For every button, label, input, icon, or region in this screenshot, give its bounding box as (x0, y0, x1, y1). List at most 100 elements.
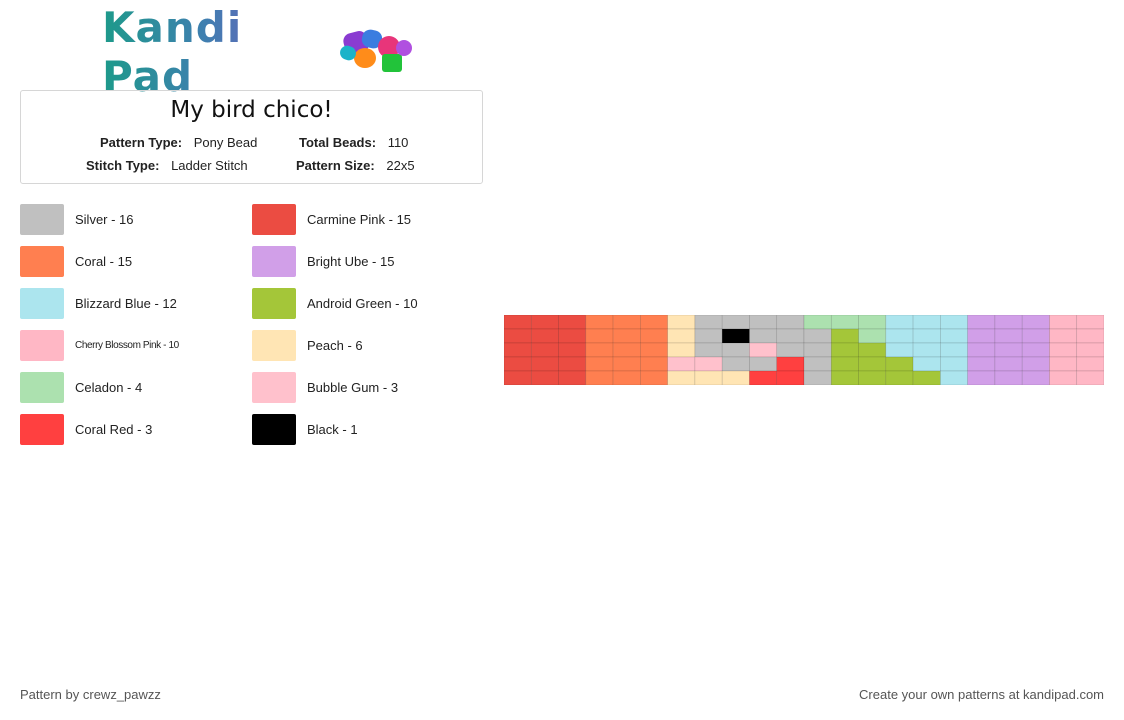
bead (1021, 342, 1050, 358)
bead (612, 328, 641, 344)
bead (558, 356, 587, 372)
bead (858, 328, 887, 344)
bead (803, 328, 832, 344)
bead (612, 342, 641, 358)
pattern-size-row: Pattern Size: 22x5 (296, 158, 415, 173)
legend-label: Cherry Blossom Pink - 10 (75, 339, 179, 351)
logo-wordmark: Kandi Pad (102, 3, 330, 101)
stitch-type-label: Stitch Type: (86, 158, 160, 173)
legend-label: Celadon - 4 (75, 379, 143, 395)
bead (858, 315, 887, 330)
pattern-author: Pattern by crewz_pawzz (20, 687, 161, 702)
bead (994, 370, 1023, 385)
bead (504, 356, 532, 372)
bead (830, 370, 859, 385)
bead (640, 342, 668, 358)
legend-item: Coral Red - 3 (20, 413, 152, 445)
color-swatch (252, 413, 296, 445)
bead (967, 356, 996, 372)
bead (940, 328, 968, 344)
color-swatch (252, 245, 296, 277)
pattern-info-card: My bird chico! Pattern Type: Pony Bead S… (20, 90, 483, 184)
legend-item: Cherry Blossom Pink - 10 (20, 329, 179, 361)
bead (1076, 315, 1104, 330)
color-swatch (252, 371, 296, 403)
bead (558, 328, 587, 344)
bead (830, 356, 859, 372)
bead (940, 356, 968, 372)
pattern-type-label: Pattern Type: (100, 135, 183, 150)
color-swatch (20, 245, 64, 277)
bead (585, 356, 614, 372)
bead (912, 370, 941, 385)
bead (504, 370, 532, 385)
bead (530, 356, 559, 372)
legend-item: Blizzard Blue - 12 (20, 287, 177, 319)
legend-item: Bright Ube - 15 (252, 245, 394, 277)
bead (749, 370, 778, 385)
bead (721, 342, 750, 358)
bead (1049, 315, 1078, 330)
legend-label: Coral - 15 (75, 253, 133, 269)
bead (749, 342, 778, 358)
bead (994, 342, 1023, 358)
bead (858, 370, 887, 385)
color-swatch (252, 329, 296, 361)
bead (558, 315, 587, 330)
bead (694, 315, 723, 330)
bead (667, 342, 696, 358)
pattern-type-value: Pony Bead (193, 135, 258, 150)
legend-label: Bright Ube - 15 (307, 253, 395, 269)
bead (612, 315, 641, 330)
bead (504, 315, 532, 330)
bead (803, 370, 832, 385)
bead (721, 356, 750, 372)
bead (749, 315, 778, 330)
bead (612, 356, 641, 372)
bead (994, 315, 1023, 330)
bead (776, 370, 805, 385)
kandipad-promo-link[interactable]: Create your own patterns at kandipad.com (859, 687, 1104, 702)
bead (776, 356, 805, 372)
bead (1021, 356, 1050, 372)
legend-item: Bubble Gum - 3 (252, 371, 398, 403)
bead (803, 315, 832, 330)
bead (830, 328, 859, 344)
pattern-size-label: Pattern Size: (296, 158, 375, 173)
bead (721, 328, 750, 344)
bead (967, 370, 996, 385)
kandi-pad-logo: Kandi Pad (102, 3, 413, 101)
color-swatch (20, 203, 64, 235)
bead (830, 342, 859, 358)
bead (667, 328, 696, 344)
bead (912, 342, 941, 358)
bead (803, 356, 832, 372)
bead (640, 356, 668, 372)
bead (504, 328, 532, 344)
bead (940, 370, 968, 385)
bead (694, 342, 723, 358)
color-swatch (20, 413, 64, 445)
bead (749, 328, 778, 344)
bead (749, 356, 778, 372)
bead (803, 342, 832, 358)
bead (585, 370, 614, 385)
bead (776, 315, 805, 330)
bead (667, 356, 696, 372)
bead (558, 370, 587, 385)
bead (776, 342, 805, 358)
bead (1021, 370, 1050, 385)
bead (612, 370, 641, 385)
bead (1049, 356, 1078, 372)
pattern-type-row: Pattern Type: Pony Bead (100, 135, 257, 150)
bead (530, 328, 559, 344)
legend-item: Silver - 16 (20, 203, 134, 235)
bead (1049, 342, 1078, 358)
legend-label: Android Green - 10 (307, 295, 418, 311)
bead (530, 370, 559, 385)
color-swatch (20, 329, 64, 361)
bead (885, 328, 914, 344)
bead (1049, 328, 1078, 344)
bead (994, 356, 1023, 372)
legend-item: Android Green - 10 (252, 287, 418, 319)
